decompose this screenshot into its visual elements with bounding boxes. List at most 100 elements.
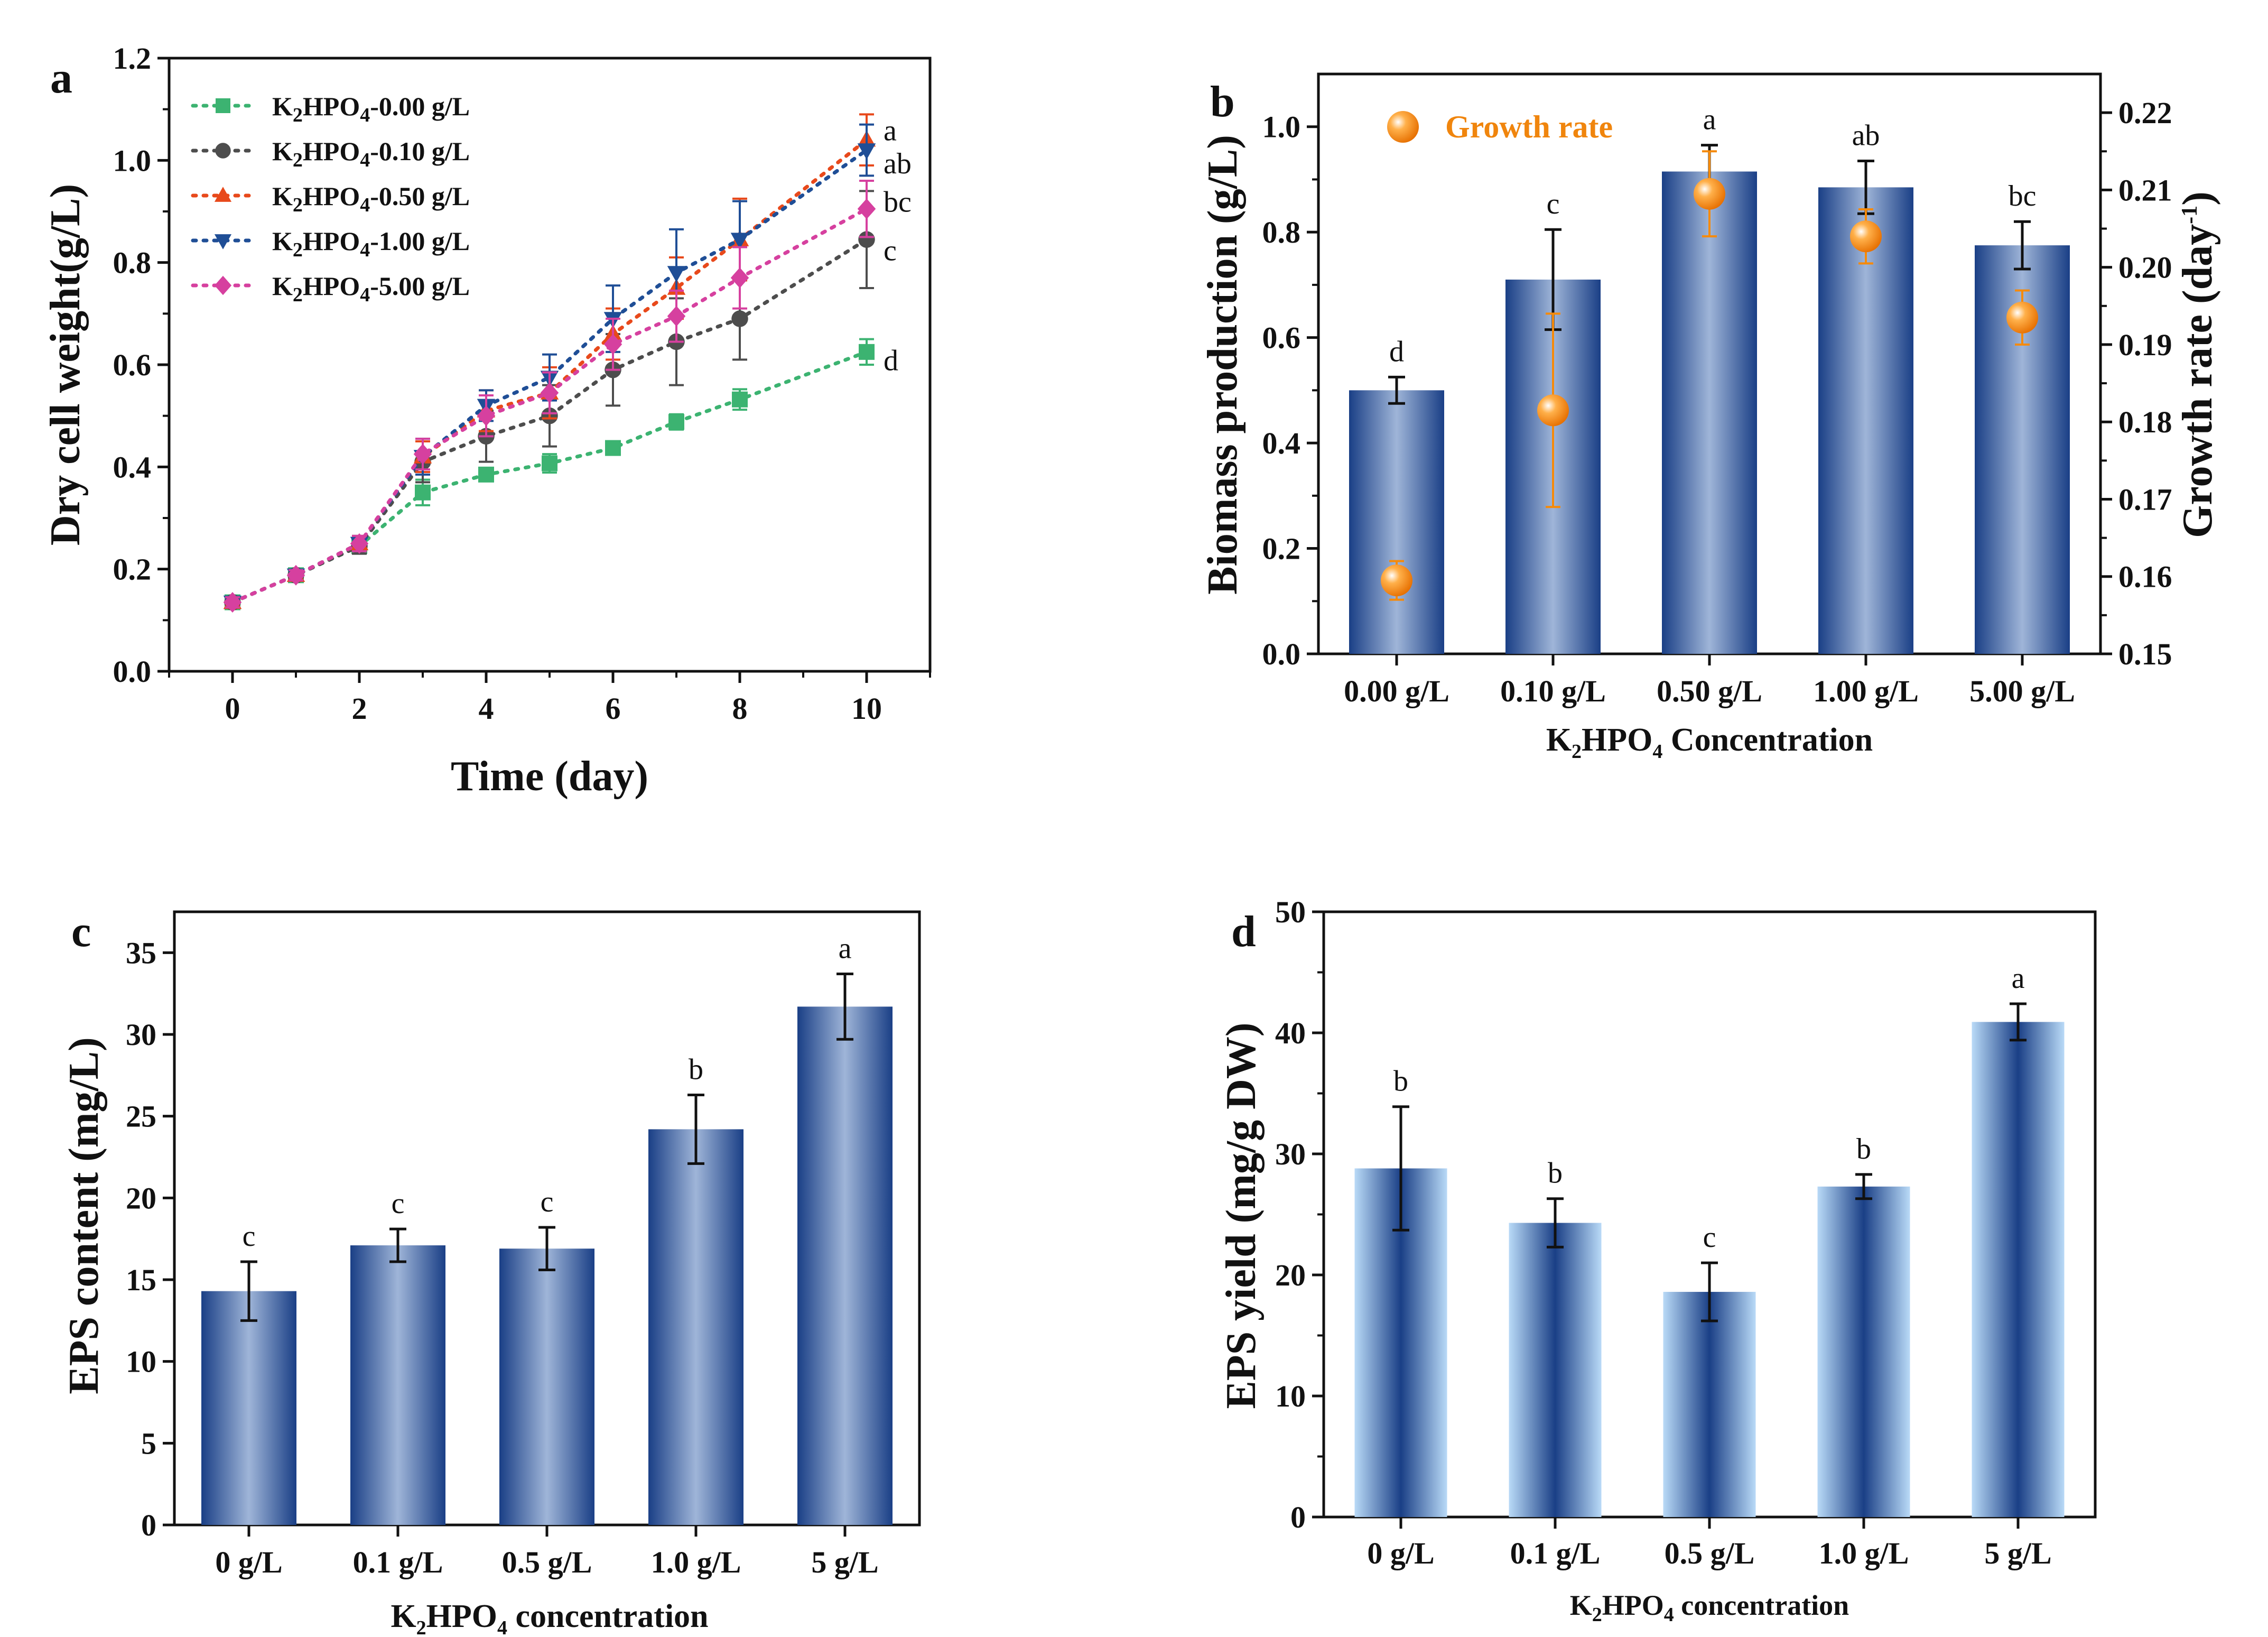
panel-d-letter: d	[1231, 907, 1256, 956]
bar	[1817, 1186, 1910, 1517]
y-tick-label: 0.2	[113, 552, 152, 587]
bar	[1663, 1292, 1756, 1517]
panel-b-y2-ticks: 0.15 0.16 0.17 0.18 0.19 0.20 0.21 0.22	[2100, 96, 2172, 671]
marker-triangle-down	[214, 234, 232, 249]
x-tick-label: 0.1 g/L	[1510, 1536, 1601, 1570]
significance-letter: c	[1547, 188, 1560, 220]
panel-c-x-ticks: 0 g/L 0.1 g/L 0.5 g/L 1.0 g/L 5 g/L	[215, 1525, 879, 1579]
d-xlabel-sub4: 4	[1664, 1604, 1674, 1626]
legend-hpo: HPO	[303, 91, 360, 121]
significance-letter: b	[1548, 1157, 1563, 1190]
growth-rate-marker	[1381, 565, 1412, 597]
legend-label: K2HPO4-0.00 g/L	[272, 91, 470, 126]
significance-letter: ab	[884, 147, 912, 180]
x-tick-label: 0.10 g/L	[1500, 674, 1606, 708]
significance-letter: b	[1393, 1065, 1408, 1098]
marker-circle	[215, 143, 231, 159]
bar	[1818, 187, 1913, 654]
legend-sub4: 4	[360, 239, 370, 261]
x-tick-label: 1.0 g/L	[1819, 1536, 1909, 1570]
panel-a-letter: a	[50, 53, 72, 103]
marker-square	[542, 455, 557, 471]
x-tick-label: 0.1 g/L	[353, 1545, 443, 1579]
marker-square	[859, 344, 875, 360]
marker-triangle-up	[214, 187, 232, 202]
x-tick-label: 0.50 g/L	[1657, 674, 1762, 708]
panel-b-y2-axis-label: Growth rate (day-1)	[2174, 191, 2221, 538]
bar	[1349, 390, 1444, 654]
panel-b-y-ticks: 0.0 0.2 0.4 0.6 0.8 1.0	[1262, 110, 1318, 671]
d-xlabel-sub2: 2	[1592, 1604, 1602, 1626]
legend-sub4: 4	[360, 149, 370, 171]
x-tick-label: 0.00 g/L	[1344, 674, 1449, 708]
marker-diamond	[603, 334, 622, 355]
legend-label: K2HPO4-5.00 g/L	[272, 271, 470, 306]
legend-sub2: 2	[293, 284, 303, 306]
y-tick-label: 0.18	[2118, 405, 2172, 439]
growth-rate-legend-marker	[1387, 111, 1419, 143]
panel-d-x-axis-label: K2HPO4 concentration	[1570, 1589, 1849, 1626]
y-tick-label: 0.8	[1262, 215, 1301, 249]
y-tick-label: 0.6	[1262, 321, 1301, 355]
y-tick-label: 15	[126, 1263, 156, 1297]
panel-a-y-axis-label: Dry cell weight(g/L)	[42, 184, 89, 545]
y-tick-label: 0.21	[2118, 173, 2172, 207]
x-tick-label: 5 g/L	[811, 1545, 878, 1579]
significance-letter: a	[839, 932, 852, 965]
xlabel-hpo: HPO	[1582, 722, 1652, 758]
marker-triangle-down	[667, 266, 686, 282]
y-tick-label: 20	[126, 1181, 156, 1215]
marker-diamond	[350, 533, 369, 554]
y-tick-label: 25	[126, 1099, 156, 1134]
significance-letter: a	[2012, 962, 2025, 995]
legend-conc: -0.00 g/L	[370, 91, 470, 121]
significance-letter: ab	[1852, 119, 1880, 152]
marker-square	[478, 466, 494, 483]
legend-label: K2HPO4-0.10 g/L	[272, 136, 470, 171]
panel-c-x-axis-label: K2HPO4 concentration	[391, 1598, 708, 1637]
panel-b-growth-rate-series	[1381, 150, 2038, 601]
y-tick-label: 1.2	[113, 41, 152, 76]
legend-sub4: 4	[360, 194, 370, 216]
xlabel-sub2: 2	[1572, 741, 1582, 763]
c-xlabel-k: K	[391, 1598, 416, 1634]
y-tick-label: 10	[1275, 1379, 1306, 1413]
panel-c-letter: c	[71, 907, 91, 956]
panel-a-line-chart: a 0.00.20.40.60.81.01.2 0 2 4 6 8 10 dcaabbc …	[42, 41, 932, 800]
marker-square	[605, 440, 621, 456]
marker-triangle-down	[730, 233, 749, 249]
panel-b-bars: d c a ab bc	[1349, 104, 2070, 654]
panel-c-y-ticks: 0 5 10 15 20 25 30 35	[126, 936, 174, 1542]
bar	[648, 1129, 743, 1525]
panel-d-bar-chart: d 0 10 20 30 40 50 b b c b a 0 g/L 0.1 g/L 0.5 g/L 1…	[1218, 895, 2097, 1626]
legend-conc: -0.10 g/L	[370, 136, 470, 166]
significance-letter: c	[884, 235, 897, 267]
y-tick-label: 0.4	[1262, 426, 1301, 460]
legend-sub2: 2	[293, 149, 303, 171]
x-tick-label: 10	[851, 691, 882, 726]
marker-diamond	[857, 198, 876, 219]
bar	[1662, 171, 1757, 654]
y-tick-label: 0.19	[2118, 328, 2172, 362]
significance-letter: b	[689, 1053, 703, 1086]
xlabel-k: K	[1546, 722, 1572, 758]
c-xlabel-tail: concentration	[507, 1598, 709, 1634]
y2-label-sup: -1	[2178, 206, 2202, 224]
y-tick-label: 0.2	[1262, 532, 1301, 566]
y-tick-label: 1.0	[113, 143, 152, 178]
x-tick-label: 6	[606, 691, 621, 726]
marker-circle	[858, 231, 875, 248]
y-tick-label: 0.17	[2118, 482, 2172, 516]
legend-conc: -5.00 g/L	[370, 271, 470, 301]
y-tick-label: 0	[1290, 1500, 1306, 1534]
legend-k: K	[272, 226, 293, 256]
panel-d-y-ticks: 0 10 20 30 40 50	[1275, 895, 1324, 1534]
marker-triangle-down	[857, 143, 876, 160]
significance-letter: c	[541, 1186, 554, 1218]
x-tick-label: 0.5 g/L	[1665, 1536, 1755, 1570]
significance-letter: b	[1856, 1133, 1871, 1166]
marker-diamond	[214, 275, 232, 295]
legend-label: K2HPO4-0.50 g/L	[272, 181, 470, 216]
significance-letter: c	[243, 1220, 256, 1253]
legend-k: K	[272, 271, 293, 301]
